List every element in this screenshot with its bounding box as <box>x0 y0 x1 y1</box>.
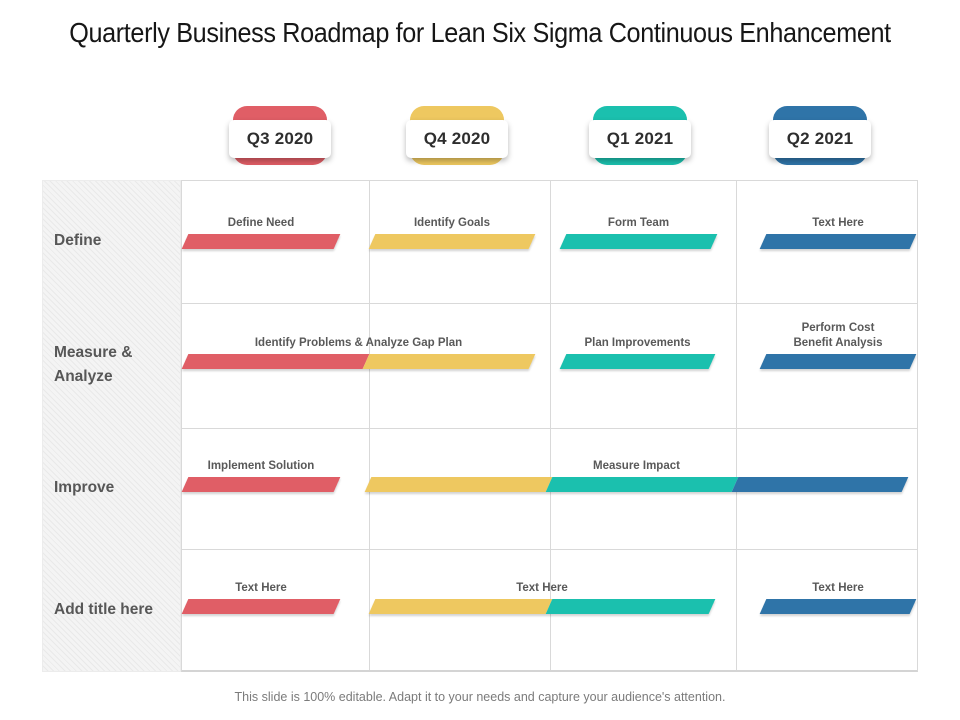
quarter-tab-q3-2020: Q3 2020 <box>229 106 331 165</box>
bar-label: Text Here <box>235 582 287 595</box>
grid-column-divider <box>369 181 370 670</box>
bar-segment-red <box>181 599 341 614</box>
bar-shape <box>368 599 716 614</box>
roadmap-bar-implement-solution: Implement Solution <box>181 460 341 492</box>
bar-shape <box>364 477 909 492</box>
bar-label: Identify Problems & Analyze Gap Plan <box>254 337 463 350</box>
quarter-tab-label: Q2 2021 <box>769 120 871 158</box>
roadmap-bar-identify-problems: Identify Problems & Analyze Gap Plan <box>181 337 536 369</box>
bar-segment-yellow <box>364 477 553 492</box>
roadmap-bar-perform-cost-benefit: Perform Cost Benefit Analysis <box>759 322 917 369</box>
grid-column-divider <box>736 181 737 670</box>
grid-row-divider <box>182 303 917 304</box>
grid-row-divider <box>182 549 917 550</box>
bar-segment-yellow <box>362 354 536 369</box>
bar-shape <box>181 599 341 614</box>
bar-segment-blue <box>759 234 917 249</box>
bar-label: Text Here <box>516 582 568 595</box>
roadmap-bar-define-need: Define Need <box>181 217 341 249</box>
bar-shape <box>181 234 341 249</box>
bar-shape <box>368 234 536 249</box>
bar-shape <box>559 354 716 369</box>
bar-segment-yellow <box>368 234 536 249</box>
row-label-measure-analyze: Measure & Analyze <box>54 344 133 385</box>
quarter-tab-label: Q3 2020 <box>229 120 331 158</box>
roadmap-bar-form-team: Form Team <box>559 217 718 249</box>
slide-title: Quarterly Business Roadmap for Lean Six … <box>69 17 891 48</box>
bar-segment-teal <box>559 234 718 249</box>
bar-segment-blue <box>759 599 917 614</box>
roadmap-bar-identify-goals: Identify Goals <box>368 217 536 249</box>
bar-segment-yellow <box>368 599 553 614</box>
bar-shape <box>759 354 917 369</box>
bar-segment-red <box>181 234 341 249</box>
bar-segment-red <box>181 477 341 492</box>
roadmap-bar-text-here-3: Text Here <box>759 582 917 614</box>
bar-segment-teal <box>545 477 739 492</box>
editable-note: This slide is 100% editable. Adapt it to… <box>234 690 726 704</box>
bar-segment-teal <box>545 599 716 614</box>
grid-column-divider <box>550 181 551 670</box>
bar-label: Identify Goals <box>413 217 491 230</box>
row-label-improve: Improve <box>54 478 115 496</box>
grid-row-divider <box>182 428 917 429</box>
bar-label: Measure Impact <box>593 460 680 473</box>
bar-shape <box>181 354 536 369</box>
bar-segment-blue <box>759 354 917 369</box>
roadmap-bar-define-text-here: Text Here <box>759 217 917 249</box>
row-label-define: Define <box>54 232 102 250</box>
roadmap-table: Define Measure & Analyze Improve Add tit… <box>42 180 918 672</box>
quarter-tab-q1-2021: Q1 2021 <box>589 106 691 165</box>
bar-label: Implement Solution <box>207 460 315 473</box>
bar-label: Define Need <box>227 217 295 230</box>
quarter-tab-q2-2021: Q2 2021 <box>769 106 871 165</box>
quarter-tab-q4-2020: Q4 2020 <box>406 106 508 165</box>
roadmap-bar-measure-impact: Measure Impact <box>364 460 909 492</box>
row-header-column <box>42 180 181 672</box>
quarter-tab-label: Q1 2021 <box>589 120 691 158</box>
bar-segment-red <box>181 354 370 369</box>
bar-label: Text Here <box>812 582 864 595</box>
bar-label: Text Here <box>812 217 864 230</box>
bar-shape <box>759 599 917 614</box>
bar-shape <box>181 477 341 492</box>
bar-label: Perform Cost Benefit Analysis <box>793 321 883 350</box>
timeline-grid <box>181 180 918 672</box>
bar-segment-teal <box>559 354 716 369</box>
row-label-add-title: Add title here <box>54 601 154 619</box>
roadmap-bar-text-here-1: Text Here <box>181 582 341 614</box>
bar-label: Form Team <box>607 217 670 230</box>
bar-segment-blue <box>731 477 909 492</box>
quarter-tab-label: Q4 2020 <box>406 120 508 158</box>
bar-shape <box>559 234 718 249</box>
roadmap-bar-plan-improvements: Plan Improvements <box>559 337 716 369</box>
bar-shape <box>759 234 917 249</box>
roadmap-bar-text-here-2: Text Here <box>368 582 716 614</box>
bar-label: Plan Improvements <box>584 337 691 350</box>
